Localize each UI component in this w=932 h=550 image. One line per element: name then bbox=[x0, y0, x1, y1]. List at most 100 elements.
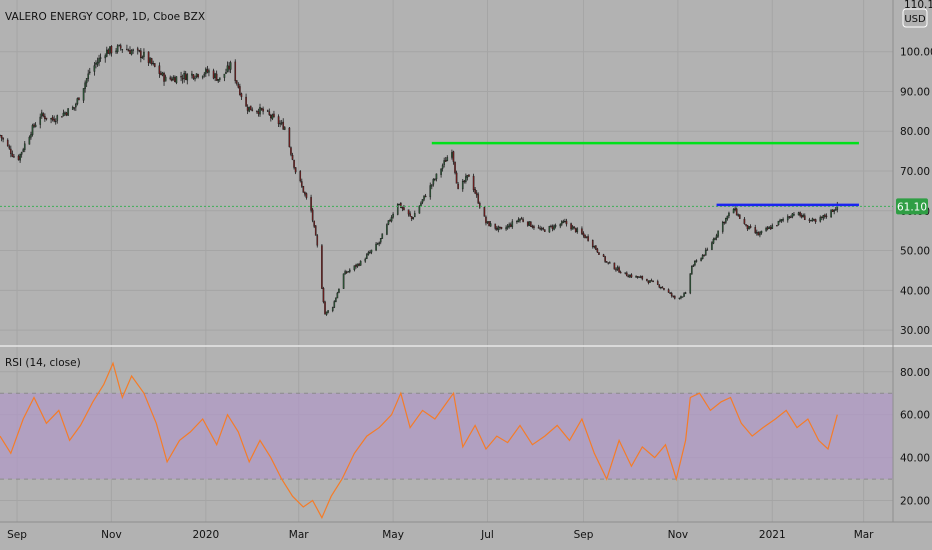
candle-body bbox=[237, 84, 240, 88]
candle-body bbox=[799, 212, 801, 216]
candle-body bbox=[376, 243, 379, 245]
candle-body bbox=[294, 167, 297, 173]
candle-body bbox=[582, 232, 585, 236]
candle-body bbox=[759, 232, 761, 236]
candle-body bbox=[313, 220, 315, 227]
candle-body bbox=[661, 286, 664, 289]
candle-body bbox=[559, 224, 562, 227]
candle-body bbox=[39, 116, 42, 125]
rsi-tick-label: 20.00 bbox=[900, 496, 930, 508]
candle-body bbox=[647, 280, 650, 284]
candle-body bbox=[452, 151, 455, 162]
candle-body bbox=[725, 217, 727, 223]
candle-body bbox=[598, 252, 600, 255]
candle-body bbox=[132, 49, 134, 52]
candle-body bbox=[429, 185, 432, 198]
candle-body bbox=[333, 301, 336, 308]
candle-body bbox=[76, 98, 79, 105]
candle-body bbox=[704, 249, 707, 256]
candle-body bbox=[734, 208, 736, 211]
candle-body bbox=[638, 276, 640, 278]
candle-body bbox=[808, 219, 811, 221]
candle-body bbox=[271, 114, 274, 120]
candle-body bbox=[489, 223, 492, 227]
candle-body bbox=[732, 209, 735, 214]
candle-body bbox=[28, 136, 31, 145]
candle-body bbox=[692, 265, 695, 267]
candle-body bbox=[381, 233, 384, 239]
candle-body bbox=[505, 227, 507, 230]
rsi-title[interactable]: RSI (14, close) bbox=[5, 357, 81, 369]
candle-body bbox=[336, 292, 339, 299]
candle-body bbox=[418, 205, 421, 214]
candle-body bbox=[593, 245, 596, 248]
candle-body bbox=[235, 80, 238, 84]
candle-body bbox=[474, 189, 476, 194]
candle-body bbox=[526, 221, 529, 226]
currency-badge[interactable]: USD bbox=[902, 8, 928, 28]
candle-body bbox=[825, 215, 828, 217]
candle-body bbox=[169, 77, 172, 80]
candle-body bbox=[683, 293, 685, 297]
candle-body bbox=[246, 107, 249, 111]
candle-body bbox=[421, 199, 424, 203]
candle-body bbox=[140, 50, 142, 58]
candle-body bbox=[386, 224, 388, 235]
candle-body bbox=[790, 216, 792, 219]
candle-body bbox=[223, 73, 226, 78]
symbol-title[interactable]: VALERO ENERGY CORP, 1D, Cboe BZX bbox=[5, 11, 205, 23]
candle-body bbox=[435, 173, 438, 180]
candle-body bbox=[786, 216, 789, 221]
candle-body bbox=[316, 235, 319, 246]
rsi-axis-labels[interactable]: 80.00 60.00 40.00 20.00 bbox=[900, 367, 930, 508]
candle-body bbox=[537, 227, 540, 229]
top-clipped-tick-label: 110.10 bbox=[904, 0, 932, 11]
candle-body bbox=[214, 73, 216, 78]
candle-body bbox=[667, 289, 670, 293]
candle-body bbox=[311, 209, 314, 221]
candle-body bbox=[506, 225, 509, 229]
candle-body bbox=[463, 180, 466, 182]
candle-body bbox=[797, 212, 800, 216]
candle-body bbox=[98, 58, 100, 63]
candle-body bbox=[273, 113, 275, 118]
candle-body bbox=[215, 73, 218, 81]
candle-body bbox=[78, 97, 80, 101]
candle-body bbox=[197, 74, 199, 78]
candle-body bbox=[749, 226, 752, 228]
time-axis-labels[interactable]: Sep Nov 2020 Mar May Jul Sep Nov 2021 Mar bbox=[7, 529, 874, 541]
candle-body bbox=[497, 226, 500, 231]
candle-body bbox=[164, 76, 167, 82]
candle-body bbox=[434, 178, 436, 181]
candle-body bbox=[283, 127, 286, 130]
candle-body bbox=[186, 74, 189, 81]
candle-body bbox=[475, 192, 478, 196]
candle-body bbox=[321, 245, 323, 289]
time-tick-label: 2020 bbox=[192, 529, 219, 541]
candle-body bbox=[56, 115, 59, 121]
candle-body bbox=[403, 207, 405, 211]
candle-body bbox=[495, 227, 498, 230]
candle-body bbox=[780, 219, 783, 221]
price-tick-label: 50.00 bbox=[900, 246, 930, 258]
candle-body bbox=[370, 249, 373, 253]
candle-body bbox=[684, 292, 687, 294]
candle-body bbox=[345, 271, 348, 273]
candle-body bbox=[33, 124, 35, 127]
candle-body bbox=[6, 139, 9, 147]
currency-label: USD bbox=[904, 14, 926, 25]
candle-body bbox=[766, 227, 769, 230]
candle-body bbox=[206, 69, 209, 73]
candle-body bbox=[423, 195, 425, 200]
candle-body bbox=[84, 82, 86, 89]
candle-body bbox=[45, 117, 48, 120]
candle-body bbox=[824, 214, 826, 217]
candle-body bbox=[212, 70, 215, 79]
candle-body bbox=[539, 228, 541, 230]
candle-body bbox=[248, 106, 250, 112]
candle-body bbox=[300, 181, 303, 187]
candle-body bbox=[802, 214, 805, 218]
time-tick-label: Mar bbox=[289, 529, 309, 541]
